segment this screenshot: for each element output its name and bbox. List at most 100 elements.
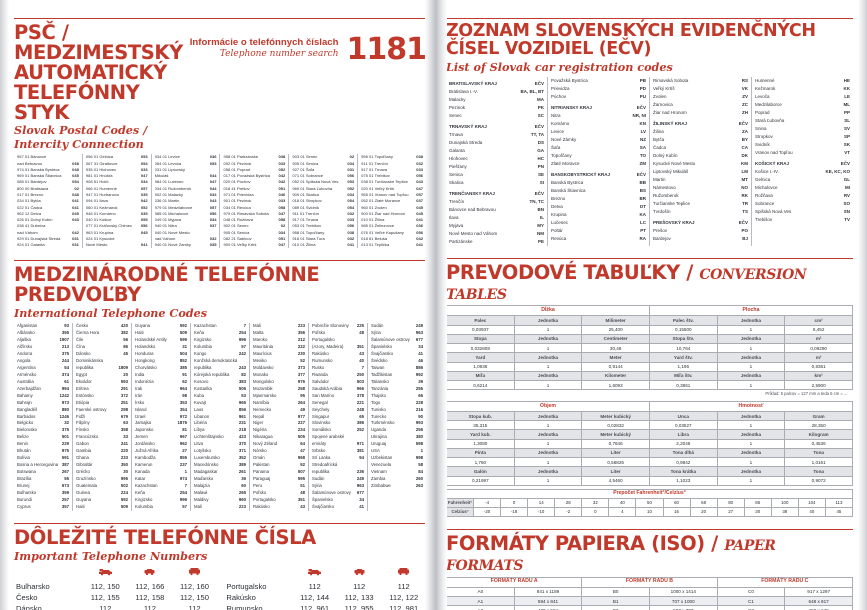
list-item: Čierna Hora 382 — [76, 330, 128, 337]
item-label: Thajsko — [371, 392, 387, 398]
item-value: 056 — [347, 223, 355, 229]
item-label: Martin — [653, 176, 666, 182]
item-label: Gambia — [76, 448, 92, 454]
item-label: Kežmarok — [755, 85, 776, 91]
item-label: Mikuláš — [154, 173, 169, 179]
column-header: Stopa kub. — [446, 410, 515, 422]
item-value: 993 — [415, 420, 423, 426]
table-cell: 1 — [716, 420, 786, 431]
list-item: Kežmarok KK — [755, 85, 850, 93]
item-label: Azerbajdžan — [17, 385, 41, 391]
table-cell: Stopa — [446, 333, 515, 345]
row-label: Celzius° — [445, 507, 475, 518]
item-label: Kosovo — [194, 378, 209, 384]
item-value: 051 — [278, 185, 286, 191]
item-value: 387 — [61, 462, 69, 468]
item-label: Bahrajn — [17, 399, 32, 405]
item-value: 033 — [278, 198, 286, 204]
item-value: BY — [741, 136, 748, 142]
item-label: 902 01 Malacky — [154, 191, 184, 197]
item-label: Alžírsko — [17, 343, 33, 349]
item-label: Japonsko — [135, 427, 154, 433]
item-label: Kolumbia — [135, 503, 153, 509]
item-label: Dominikánska — [76, 357, 103, 363]
fahrenheit-celsius-body: Prepočet Fahrenheit°/Celzius° Fahrenheit°… — [445, 488, 854, 518]
list-item: Mexiko 52 — [253, 358, 305, 365]
item-label: Šalamúnove ostrovy — [312, 489, 351, 495]
item-label: 085 01 Bardejov — [17, 179, 47, 185]
data-column: 903 01 Senec 02 905 01 Senica 034 927 01 Šaľ… — [288, 154, 357, 249]
item-value: 39 — [418, 378, 423, 384]
item-label: Maďarsko — [194, 476, 214, 482]
item-label: Nové Mesto nad Váhom — [449, 230, 498, 236]
item-label: 955 01 Topoľčany — [361, 154, 394, 160]
item-value: HC — [537, 155, 545, 161]
item-value: 967 — [179, 434, 187, 440]
item-value: 1 — [184, 469, 187, 475]
item-value: DT — [640, 203, 646, 209]
list-item: Thajsko 66 — [371, 393, 423, 400]
item-value: 02 — [280, 223, 286, 229]
table-cell: 20 — [689, 507, 718, 518]
item-label: Filipíny — [76, 420, 90, 426]
table-cell: Tona dlhá — [648, 447, 718, 459]
list-item: Guyana 592 — [135, 323, 187, 330]
item-label: Luxembursko — [194, 455, 220, 461]
data-column: Považská Bystrica PB Prievidza PD Púchov PU NI… — [547, 76, 649, 246]
list-item: 901 01 Pezinok 033 — [223, 198, 285, 204]
list-item: Togo 228 — [371, 400, 423, 407]
table-cell: 35,315 — [446, 420, 515, 431]
list-item: 089 01 Svidník 054 — [292, 205, 354, 211]
list-item: 957 01 Bánovce — [17, 154, 79, 160]
item-value: PE — [537, 238, 544, 244]
item-value: 46 — [418, 357, 423, 363]
table-row: 0,21997 1 4,5460 1,1023 1 0,9072 — [446, 475, 853, 486]
data-column: Afganistan 93 Albánsko 355 Aljaška 1907 Alžírs… — [14, 323, 72, 511]
list-item: Arménsko 374 — [17, 372, 69, 379]
item-value: 7 — [361, 364, 364, 370]
table-cell: Meter — [581, 352, 650, 363]
item-label: 979 01 Rimavská Sobota — [223, 210, 269, 216]
list-item: 018 41 Prešov 051 — [223, 186, 285, 192]
item-label: Kuvajt — [194, 399, 206, 405]
section-important-numbers: DÔLEŽITÉ TELEFÓNNE ČÍSLA Important Telep… — [14, 522, 426, 610]
item-value: 507 — [297, 469, 305, 475]
list-item: Nové Mesto 041 — [86, 242, 148, 248]
list-item: Rakúsko 43 — [312, 351, 364, 358]
list-item: Vranov nad Topľou VT — [755, 149, 850, 157]
item-value: 31 — [182, 343, 187, 349]
item-label: 902 01 Senec — [223, 223, 249, 229]
item-value: 221 — [356, 399, 364, 405]
list-item: Svidník SK — [755, 141, 850, 149]
table-cell: 112, 955 — [344, 604, 374, 610]
item-value: KN — [639, 120, 647, 126]
item-label: 036 01 Martin — [154, 198, 180, 204]
item-value: 91 — [182, 371, 187, 377]
item-value: 961 — [238, 413, 246, 419]
table-cell: -18 — [500, 507, 529, 518]
table-cell: 0,032808 — [446, 343, 515, 354]
item-value: 02 — [74, 185, 79, 191]
item-value: 372 — [120, 392, 128, 398]
item-label: Južná Afrika — [135, 448, 159, 454]
list-item: Irak 964 — [135, 386, 187, 393]
item-value — [243, 358, 246, 365]
list-item: Belize 501 — [17, 434, 69, 441]
item-label: Ukrajina — [371, 434, 387, 440]
item-label: Trebišov — [755, 216, 773, 222]
item-value: 66 — [418, 392, 423, 398]
list-item: Katar 974 — [135, 476, 187, 483]
item-value: KM — [741, 160, 748, 166]
list-item: 022 01 Čadca 041 — [17, 205, 79, 211]
table-cell: 112 — [99, 604, 112, 610]
list-item: Tadžikistan 992 — [371, 372, 423, 379]
list-item: Peru 51 — [253, 483, 305, 490]
paper-group-b: FORMÁTY RADU B — [581, 576, 718, 588]
item-value: 36 — [241, 476, 246, 482]
format-size: 841 x 1189 — [513, 586, 583, 597]
item-label: Guatemala — [76, 483, 98, 489]
item-label: BRATISLAVSKÝ KRAJ — [449, 80, 497, 86]
list-item: Gruzínsko 995 — [76, 476, 128, 483]
item-value: 041 — [72, 204, 79, 210]
data-column: BRATISLAVSKÝ KRAJ EČV Bratislava I.-V. BA, … — [446, 77, 547, 246]
